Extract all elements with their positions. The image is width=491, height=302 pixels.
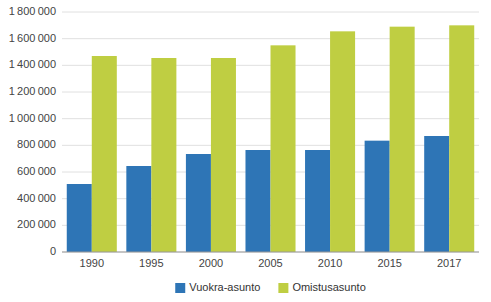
- chart: 0 200 000 400 000 600 000 800 000 1 000 000 1 …: [0, 0, 491, 302]
- x-tick-label: 1995: [139, 257, 163, 269]
- y-tick-label: 400 000: [17, 192, 56, 204]
- y-tick-label: 600 000: [17, 165, 56, 177]
- legend-swatch: [175, 283, 185, 293]
- bar: [186, 154, 211, 252]
- legend-item: Vuokra-asunto: [175, 281, 260, 293]
- bars: [67, 25, 474, 252]
- y-tick-label: 200 000: [17, 218, 56, 230]
- y-grid: [62, 12, 479, 252]
- x-tick-label: 1990: [80, 257, 104, 269]
- bar: [271, 45, 296, 252]
- grid-line: [62, 12, 479, 13]
- bar: [390, 27, 415, 252]
- bar: [424, 136, 449, 252]
- y-axis: 0 200 000 400 000 600 000 800 000 1 000 000 1 …: [9, 5, 56, 257]
- bar: [126, 166, 151, 252]
- y-tick-label: 1 200 000: [9, 85, 56, 97]
- x-tick-label: 2010: [318, 257, 342, 269]
- legend: Vuokra-asunto Omistusasunto: [175, 281, 366, 293]
- bar: [67, 184, 92, 252]
- y-tick-label: 800 000: [17, 138, 56, 150]
- x-tick-label: 2000: [199, 257, 223, 269]
- grid-line: [62, 252, 479, 253]
- y-tick-label: 1 000 000: [9, 112, 56, 124]
- x-axis: 1990 1995 2000 2005 2010 2015 2017: [62, 252, 479, 269]
- legend-swatch: [278, 283, 288, 293]
- legend-item: Omistusasunto: [278, 281, 365, 293]
- y-tick-label: 1 600 000: [9, 32, 56, 44]
- bar: [365, 141, 390, 252]
- bar: [151, 58, 176, 252]
- legend-label: Vuokra-asunto: [189, 281, 260, 293]
- x-tick-label: 2015: [377, 257, 401, 269]
- bar: [305, 150, 330, 252]
- x-axis-line: [62, 252, 479, 253]
- legend-label: Omistusasunto: [292, 281, 365, 293]
- bar: [92, 56, 117, 252]
- grid-line: [62, 38, 479, 39]
- x-tick-label: 2005: [258, 257, 282, 269]
- y-tick-label: 1 800 000: [9, 5, 56, 17]
- bar: [245, 150, 270, 252]
- bar: [211, 58, 236, 252]
- bar: [330, 31, 355, 252]
- x-tick-label: 2017: [437, 257, 461, 269]
- y-tick-label: 1 400 000: [9, 58, 56, 70]
- y-tick-label: 0: [50, 245, 56, 257]
- bar: [449, 25, 474, 252]
